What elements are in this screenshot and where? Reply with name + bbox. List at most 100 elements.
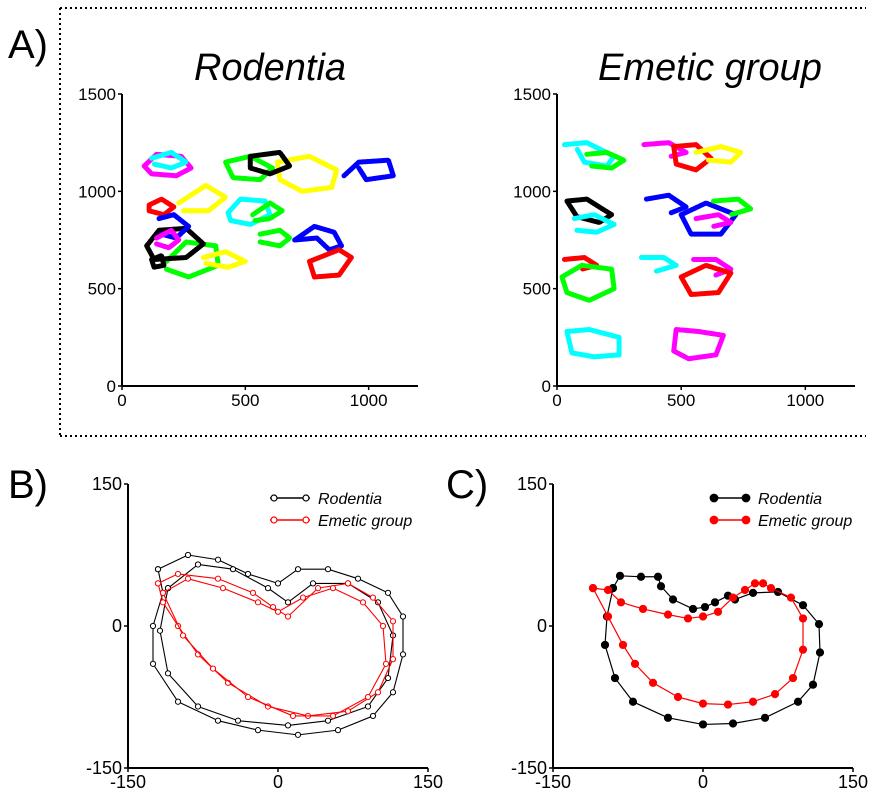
series-line-17 bbox=[671, 327, 726, 362]
chart-title: Emetic group bbox=[598, 47, 822, 89]
series-line-3 bbox=[162, 578, 387, 717]
x-tick-label: -150 bbox=[535, 772, 571, 792]
data-point-1-4 bbox=[284, 599, 292, 606]
data-point-1-14 bbox=[798, 614, 808, 623]
series-line-1 bbox=[584, 149, 627, 171]
data-point-0-10 bbox=[399, 651, 407, 658]
data-point-1-12 bbox=[766, 584, 776, 593]
data-point-0-21 bbox=[154, 566, 162, 573]
data-point-2-19 bbox=[154, 580, 162, 587]
data-point-3-5 bbox=[299, 594, 307, 601]
y-tick-label: -150 bbox=[86, 758, 122, 778]
chart-title: Rodentia bbox=[194, 47, 346, 89]
data-point-1-13 bbox=[786, 593, 796, 602]
data-point-3-14 bbox=[209, 665, 217, 672]
data-point-0-17 bbox=[174, 698, 182, 705]
data-point-0-13 bbox=[798, 601, 808, 610]
x-tick-label: 0 bbox=[552, 391, 561, 410]
data-point-3-11 bbox=[329, 712, 337, 720]
data-point-1-19 bbox=[723, 700, 733, 709]
data-point-0-1 bbox=[184, 551, 192, 559]
x-tick-label: 0 bbox=[117, 391, 126, 410]
data-point-1-10 bbox=[750, 579, 760, 588]
data-point-1-26 bbox=[588, 584, 598, 593]
data-point-3-8 bbox=[379, 622, 387, 630]
y-tick-label: 1000 bbox=[78, 182, 116, 201]
data-point-1-22 bbox=[648, 678, 658, 687]
series-line-3 bbox=[274, 153, 340, 194]
y-tick-label: 150 bbox=[92, 474, 122, 494]
data-point-1-9 bbox=[740, 585, 750, 595]
series-line-17 bbox=[200, 249, 248, 270]
data-point-0-3 bbox=[653, 572, 663, 581]
data-point-1-11 bbox=[324, 717, 332, 724]
data-point-1-4 bbox=[663, 610, 673, 619]
data-point-0-11 bbox=[748, 588, 758, 597]
legend-label-0: Rodentia bbox=[318, 491, 382, 508]
data-point-3-12 bbox=[289, 712, 297, 720]
series-line-0 bbox=[292, 223, 345, 253]
data-point-3-6 bbox=[329, 585, 337, 592]
data-point-1-20 bbox=[698, 699, 708, 708]
data-point-1-18 bbox=[748, 697, 758, 706]
data-point-2-9 bbox=[389, 618, 397, 625]
x-tick-label: 150 bbox=[838, 772, 868, 792]
data-point-0-11 bbox=[389, 689, 397, 696]
panel-label-c: C) bbox=[446, 463, 488, 507]
data-point-0-14 bbox=[294, 731, 302, 738]
series-line-0 bbox=[152, 554, 404, 736]
panel-label-b: B) bbox=[8, 463, 48, 507]
data-point-2-5 bbox=[284, 613, 292, 620]
legend-marker-1 bbox=[741, 515, 751, 525]
series-line-8 bbox=[146, 196, 177, 218]
data-point-0-24 bbox=[600, 640, 610, 650]
data-point-3-4 bbox=[274, 608, 282, 615]
series-line-15 bbox=[156, 212, 192, 241]
data-point-1-5 bbox=[683, 614, 693, 623]
series-line-18 bbox=[257, 227, 293, 249]
data-point-1-11 bbox=[758, 579, 768, 588]
data-point-1-2 bbox=[229, 566, 237, 573]
data-point-2-3 bbox=[249, 589, 257, 596]
data-point-0-5 bbox=[294, 566, 302, 573]
x-tick-label: 500 bbox=[231, 391, 259, 410]
y-tick-label: 0 bbox=[542, 377, 551, 396]
series-line-13 bbox=[638, 255, 679, 274]
data-point-0-18 bbox=[760, 713, 770, 722]
x-tick-label: 1000 bbox=[350, 391, 388, 410]
data-point-3-9 bbox=[382, 660, 390, 667]
data-point-2-12 bbox=[344, 708, 352, 715]
data-point-0-14 bbox=[814, 620, 824, 629]
x-tick-label: 0 bbox=[698, 772, 708, 792]
data-point-1-1 bbox=[194, 561, 202, 568]
legend-marker-1 bbox=[709, 515, 719, 525]
data-point-1-23 bbox=[630, 659, 640, 668]
data-point-2-6 bbox=[314, 585, 322, 592]
data-point-3-13 bbox=[244, 693, 252, 701]
data-point-1-9 bbox=[384, 674, 392, 682]
data-point-0-6 bbox=[688, 604, 698, 614]
data-point-0-19 bbox=[149, 622, 157, 630]
data-point-1-5 bbox=[309, 580, 317, 587]
data-point-1-16 bbox=[156, 627, 164, 634]
series-line-1 bbox=[159, 563, 394, 726]
data-point-3-3 bbox=[254, 599, 262, 606]
data-point-1-7 bbox=[713, 607, 723, 616]
data-point-0-15 bbox=[815, 648, 825, 657]
data-point-0-17 bbox=[793, 697, 803, 706]
data-point-0-1 bbox=[615, 571, 625, 580]
chart-b-overlay: -150 0 150 -150 0 150 Rodentia Emetic group bbox=[86, 474, 443, 792]
data-point-0-4 bbox=[656, 582, 666, 591]
data-point-2-1 bbox=[174, 570, 182, 578]
data-point-1-16 bbox=[788, 673, 798, 683]
series-line-12 bbox=[250, 200, 285, 224]
y-tick-label: 1500 bbox=[78, 85, 116, 104]
data-point-3-16 bbox=[159, 589, 167, 596]
data-point-3-15 bbox=[179, 632, 187, 639]
data-point-1-14 bbox=[194, 703, 202, 710]
series-line-6 bbox=[149, 253, 167, 270]
data-point-0-18 bbox=[149, 660, 157, 667]
data-point-2-2 bbox=[214, 575, 222, 582]
data-point-1-13 bbox=[234, 717, 242, 724]
